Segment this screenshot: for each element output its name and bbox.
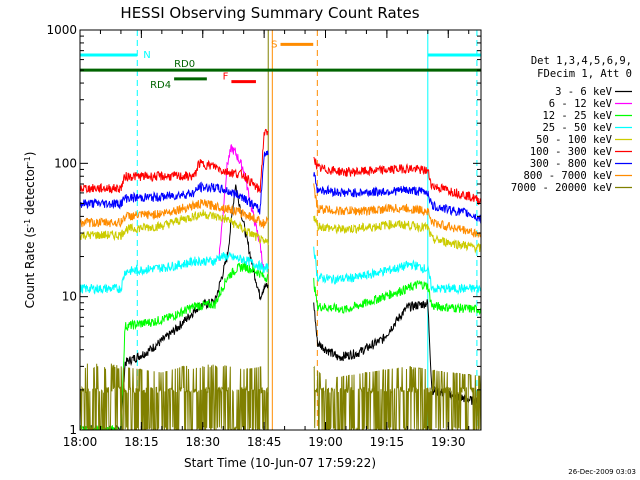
legend-entry-label: 800 - 7000 keV [523,170,612,182]
series-line-2 [80,261,269,430]
series-line-2 [313,277,481,316]
legend-entry-label: 25 - 50 keV [542,122,612,134]
series-line-5 [313,156,481,205]
y-axis-label: Count Rate (s-1 detector-1) [23,152,38,309]
y-tick-label: 100 [54,156,77,170]
x-tick-label: 18:30 [185,435,220,449]
flag-label-f: F [223,72,229,83]
series-line-7 [313,183,481,239]
series-line-6 [313,172,481,224]
y-tick-label: 10 [62,290,77,304]
x-tick-label: 19:15 [370,435,405,449]
series-line-5 [80,128,269,194]
legend-entry-label: 12 - 25 keV [542,110,612,122]
legend-entry-label: 100 - 300 keV [530,146,613,158]
x-axis-label: Start Time (10-Jun-07 17:59:22) [184,456,376,470]
x-tick-label: 19:30 [431,435,466,449]
series-line-4 [80,209,269,246]
series-line-3 [313,246,481,296]
y-tick-label: 1000 [46,23,77,37]
flag-label-s: S [271,39,277,50]
series-line-6 [80,150,269,215]
flag-label-rd0: RD0 [174,59,195,70]
series-line-8 [80,363,269,430]
legend: Det 1,3,4,5,6,9, FDecim 1, Att 0 3 - 6 k… [511,55,632,194]
plot-frame [79,29,482,431]
legend-entry-label: 7000 - 20000 keV [511,182,613,194]
legend-header-2: FDecim 1, Att 0 [537,68,632,80]
legend-entry-label: 3 - 6 keV [555,86,613,98]
series-line-7 [80,198,269,229]
x-tick-label: 18:00 [63,435,98,449]
x-tick-label: 18:45 [247,435,282,449]
series-line-4 [313,215,481,254]
y-tick-label: 1 [69,423,77,437]
flag-label-rd4: RD4 [150,80,171,91]
legend-entry-label: 300 - 800 keV [530,158,613,170]
timestamp-stamp: 26-Dec-2009 03:03 [568,468,636,476]
x-tick-label: 19:00 [308,435,343,449]
legend-entry-label: 50 - 100 keV [536,134,613,146]
x-tick-label: 18:15 [124,435,159,449]
legend-header-1: Det 1,3,4,5,6,9, [531,55,632,67]
legend-entry-label: 6 - 12 keV [549,98,613,110]
series-line-3 [80,251,269,295]
chart-title: HESSI Observing Summary Count Rates [120,4,419,22]
flag-label-n: N [143,50,150,61]
series-line-8 [313,365,481,430]
